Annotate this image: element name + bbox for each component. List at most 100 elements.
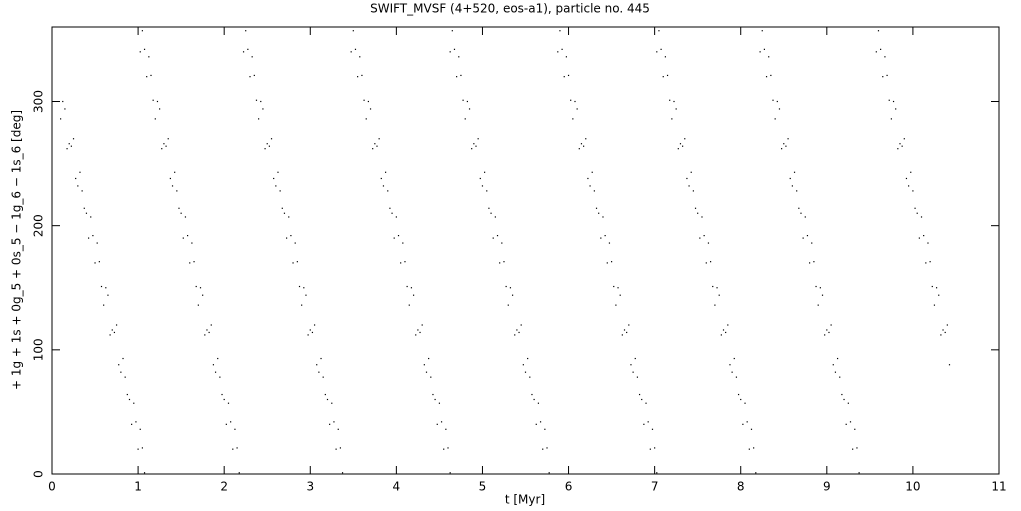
point — [404, 261, 406, 263]
point — [481, 185, 484, 187]
point — [720, 334, 722, 336]
point — [503, 261, 505, 263]
point — [389, 207, 391, 209]
point — [111, 329, 113, 331]
point — [253, 74, 255, 77]
point — [684, 138, 686, 140]
point — [890, 118, 892, 120]
point — [927, 242, 929, 244]
point — [527, 357, 529, 360]
point — [440, 421, 443, 423]
point — [148, 56, 150, 58]
point — [740, 398, 742, 401]
point — [522, 364, 524, 366]
x-tick-label: 0 — [48, 480, 56, 494]
point — [537, 402, 540, 404]
point — [608, 242, 611, 244]
y-tick-label: 300 — [32, 90, 46, 113]
x-tick-label: 7 — [651, 480, 659, 494]
point — [617, 287, 619, 289]
point — [311, 331, 314, 334]
point — [645, 402, 647, 404]
point — [479, 177, 481, 180]
point — [636, 376, 639, 378]
point — [477, 138, 479, 140]
point — [169, 177, 171, 180]
point — [462, 99, 464, 101]
point — [544, 428, 546, 430]
point — [836, 357, 839, 360]
point — [535, 423, 537, 425]
point — [606, 262, 608, 264]
point — [731, 371, 733, 373]
point — [135, 421, 137, 423]
point — [434, 398, 436, 401]
point — [677, 148, 679, 150]
point — [466, 100, 468, 103]
point — [576, 108, 578, 110]
point — [64, 108, 66, 110]
point — [486, 190, 488, 192]
point — [236, 447, 238, 449]
point — [221, 393, 223, 396]
point — [378, 138, 380, 140]
point — [839, 376, 841, 378]
y-tick-label: 100 — [32, 338, 46, 361]
point — [615, 304, 617, 306]
point — [451, 30, 453, 32]
point — [595, 207, 598, 209]
point — [507, 304, 509, 306]
point — [630, 364, 632, 366]
point — [948, 364, 951, 366]
point — [647, 421, 649, 423]
point — [533, 398, 535, 401]
point — [68, 143, 70, 145]
point — [499, 262, 501, 264]
point — [154, 118, 156, 120]
point — [139, 428, 141, 430]
point — [886, 74, 888, 77]
point — [122, 357, 124, 360]
point — [774, 118, 776, 120]
point — [574, 100, 576, 103]
point — [570, 99, 572, 101]
point — [432, 393, 434, 396]
point — [520, 324, 522, 326]
point — [604, 235, 606, 237]
point — [163, 143, 165, 145]
point — [899, 143, 901, 145]
x-axis-label: t [Myr] — [505, 493, 545, 507]
point — [115, 324, 118, 326]
point — [819, 287, 821, 289]
point — [376, 145, 378, 147]
point — [623, 329, 626, 331]
point — [421, 324, 423, 326]
point — [363, 99, 365, 101]
point — [410, 287, 413, 289]
point — [320, 357, 322, 360]
point — [234, 428, 236, 430]
point — [318, 371, 320, 373]
point — [113, 331, 116, 334]
point — [100, 285, 103, 288]
point — [335, 448, 337, 450]
point — [352, 30, 354, 32]
point — [703, 235, 705, 237]
point — [908, 185, 910, 187]
point — [285, 237, 288, 239]
point — [935, 287, 938, 289]
point — [238, 472, 240, 474]
point — [210, 324, 212, 326]
point — [632, 371, 634, 373]
point — [628, 324, 630, 326]
point — [679, 143, 682, 145]
point — [273, 177, 275, 180]
point — [178, 207, 180, 209]
point — [197, 304, 199, 306]
point — [60, 118, 62, 120]
point — [798, 207, 800, 209]
point — [395, 216, 397, 218]
point — [124, 376, 126, 378]
point — [174, 171, 176, 173]
point — [826, 329, 828, 331]
